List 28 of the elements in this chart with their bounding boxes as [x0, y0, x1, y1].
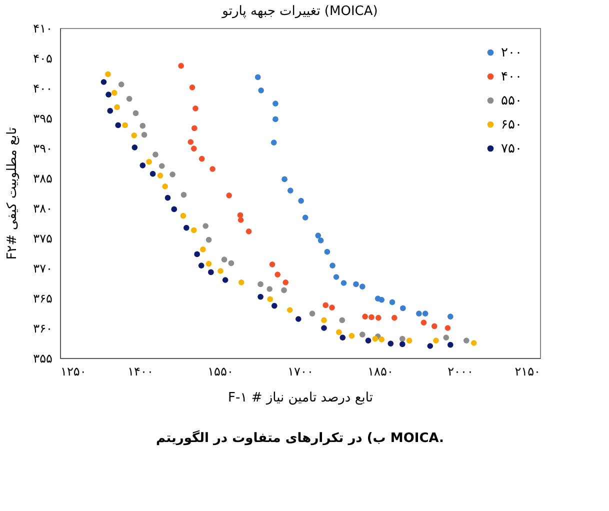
y-tick-label: ۳۵۵	[33, 352, 52, 366]
y-tick-label: ۳۸۵	[33, 172, 52, 186]
chart-title: تغییرات جبهه پارتو (MOICA)	[221, 4, 378, 19]
y-tick-label: ۳۸۰	[33, 202, 52, 216]
legend-label: ۴۰۰	[501, 70, 522, 84]
y-tick-label: ۳۶۰	[33, 322, 52, 336]
y-axis-title: F۲# تابع مطلوبیت کیفی	[5, 126, 20, 260]
y-tick-label: ۴۰۰	[33, 82, 52, 96]
legend-label: ۲۰۰	[501, 46, 522, 60]
legend-label: ۷۵۰	[501, 142, 522, 156]
y-tick-label: ۳۷۰	[33, 262, 52, 276]
x-tick-label: ۱۷۰۰	[288, 364, 314, 378]
x-axis-title: F-۱ # تابع درصد تامین نیاز	[228, 390, 374, 406]
y-tick-label: ۳۹۵	[33, 112, 52, 126]
y-tick-label: ۳۹۰	[33, 142, 52, 156]
y-tick-label: ۳۷۵	[33, 232, 52, 246]
y-tick-label: ۳۶۵	[33, 292, 52, 306]
x-tick-label: ۱۴۰۰	[128, 364, 154, 378]
x-tick-label: ۱۲۵۰	[60, 364, 86, 378]
legend-label: ۵۵۰	[501, 94, 522, 108]
x-tick-label: ۱۸۵۰	[368, 364, 394, 378]
y-tick-label: ۴۰۵	[33, 52, 52, 66]
x-tick-label: ۱۵۵۰	[208, 364, 234, 378]
text: ب) در تکرارهای متفاوت در الگوریتم MOICA.	[156, 430, 444, 446]
x-tick-label: ۲۰۰۰	[448, 364, 474, 378]
y-tick-label: ۴۱۰	[33, 22, 52, 36]
legend-label: ۶۵۰	[501, 118, 522, 132]
x-tick-label: ۲۱۵۰	[514, 364, 540, 378]
